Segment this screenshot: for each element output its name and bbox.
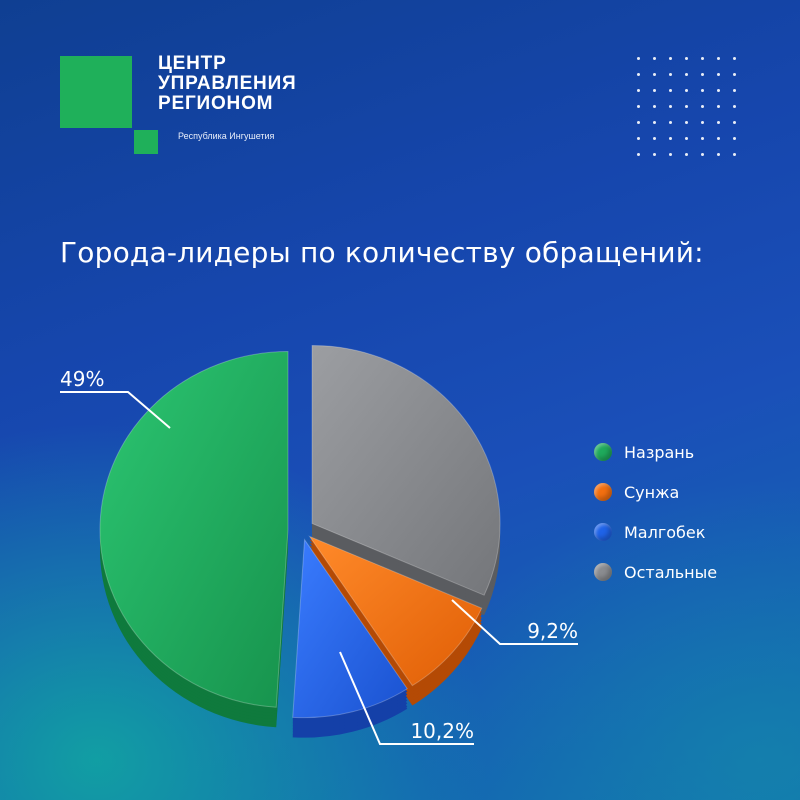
legend-label: Назрань [624,442,695,462]
dot [637,73,640,76]
dot [669,137,672,140]
dot [701,153,704,156]
dot [685,105,688,108]
dot [733,57,736,60]
dot [637,137,640,140]
logo-subtitle: Республика Ингушетия [178,131,275,141]
dot [701,137,704,140]
logo-line-3: РЕГИОНОМ [158,93,274,114]
legend-marker [594,523,612,541]
dot [653,89,656,92]
leader-line [60,391,171,429]
dot [717,73,720,76]
slice-other [311,344,501,596]
logo-line-1: ЦЕНТР [158,53,227,74]
dot [701,89,704,92]
dot [733,121,736,124]
legend-label: Сунжа [624,482,680,502]
legend-item: Остальные [594,552,717,592]
dot [669,105,672,108]
dot [653,105,656,108]
dot [685,57,688,60]
chart-legend: Назрань Сунжа Малгобек Остальные [594,432,717,592]
dot [653,121,656,124]
dot [653,153,656,156]
chart-title: Города-лидеры по количеству обращений: [60,236,704,269]
data-label: 49% [60,367,104,391]
dot [717,153,720,156]
dot [637,57,640,60]
dot [685,73,688,76]
logo-text: ЦЕНТР УПРАВЛЕНИЯ РЕГИОНОМ [158,54,297,114]
dot [717,57,720,60]
dot [685,121,688,124]
dot [637,153,640,156]
decorative-dot-grid [637,57,747,167]
legend-item: Назрань [594,432,717,472]
legend-marker [594,483,612,501]
dot [717,121,720,124]
dot [669,121,672,124]
legend-marker [594,563,612,581]
dot [717,105,720,108]
legend-item: Сунжа [594,472,717,512]
dot [653,73,656,76]
dot [733,105,736,108]
dot [733,89,736,92]
dot [733,137,736,140]
dot [669,89,672,92]
data-label: 10,2% [410,719,474,743]
dot [701,105,704,108]
logo-square-large [60,56,132,128]
dot [701,73,704,76]
dot [669,153,672,156]
dot [717,89,720,92]
dot [637,105,640,108]
legend-item: Малгобек [594,512,717,552]
dot [685,153,688,156]
logo-square-small [134,130,158,154]
leader-line [451,599,578,645]
dot [637,121,640,124]
legend-marker [594,443,612,461]
logo: ЦЕНТР УПРАВЛЕНИЯ РЕГИОНОМ Республика Инг… [60,54,320,156]
dot [701,121,704,124]
logo-line-2: УПРАВЛЕНИЯ [158,73,297,94]
dot [733,153,736,156]
data-label: 9,2% [527,619,578,643]
leader-line [339,651,474,745]
legend-label: Остальные [624,562,718,582]
dot [685,89,688,92]
dot [653,137,656,140]
dot [653,57,656,60]
dot [685,137,688,140]
dot [669,73,672,76]
slice-sunzha [308,535,483,687]
dot [733,73,736,76]
dot [669,57,672,60]
dot [701,57,704,60]
slice-malgobek [292,538,408,719]
legend-label: Малгобек [624,522,706,542]
dot [637,89,640,92]
slice-nazran [99,351,289,708]
dot [717,137,720,140]
